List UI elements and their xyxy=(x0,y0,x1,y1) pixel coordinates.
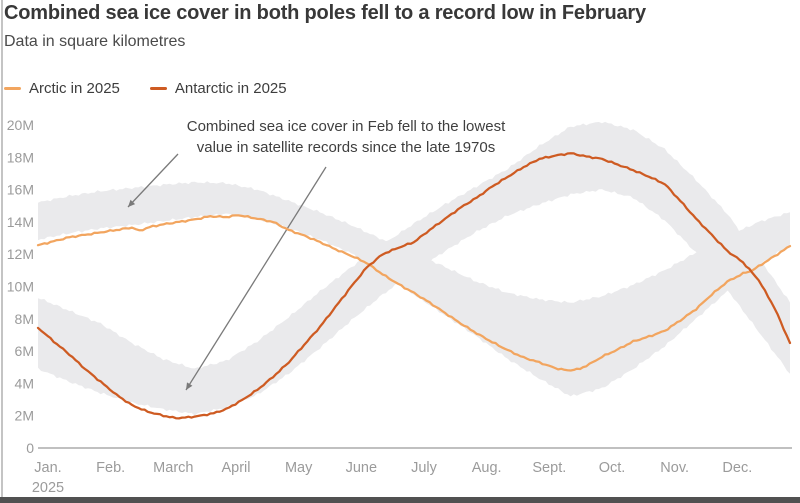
chart-annotation: Combined sea ice cover in Feb fell to th… xyxy=(158,117,534,158)
x-tick-label: Aug. xyxy=(472,460,502,476)
x-tick-label: Dec. xyxy=(722,460,752,476)
arctic-2025-line xyxy=(36,214,792,372)
antarctic-line-swatch xyxy=(149,87,167,90)
x-tick-label: Sept. xyxy=(532,460,566,476)
x-tick-label: May xyxy=(285,460,313,476)
y-tick-label: 6M xyxy=(15,343,34,359)
y-tick-label: 18M xyxy=(7,149,34,165)
y-tick-label: 16M xyxy=(7,182,34,198)
antarctic-historical-range-band xyxy=(38,121,790,416)
antarctic-2025-line xyxy=(36,152,792,420)
annotation-arrow-2 xyxy=(185,166,327,391)
y-tick-label: 10M xyxy=(7,279,34,295)
frame-bottom-bar xyxy=(0,497,800,503)
annotation-line-2: value in satellite records since the lat… xyxy=(196,138,496,156)
chart-subtitle: Data in square kilometres xyxy=(4,33,186,50)
x-tick-label: Feb. xyxy=(96,460,125,476)
x-tick-label: Jan. xyxy=(34,460,61,476)
y-tick-label: 8M xyxy=(15,311,34,327)
chart-legend: Arctic in 2025 Antarctic in 2025 xyxy=(4,80,317,97)
arctic-historical-range-band xyxy=(38,181,790,397)
arctic-line-swatch xyxy=(4,87,21,90)
x-tick-label: July xyxy=(411,460,438,476)
annotation-arrow-1 xyxy=(127,153,179,208)
y-tick-label: 4M xyxy=(15,375,34,391)
x-tick-label: April xyxy=(221,460,250,476)
y-tick-label: 14M xyxy=(7,214,34,230)
legend-item-antarctic: Antarctic in 2025 xyxy=(149,80,287,97)
y-tick-label: 2M xyxy=(15,408,34,424)
annotation-arrowhead-2 xyxy=(186,382,193,390)
y-tick-label: 0 xyxy=(26,440,34,456)
legend-item-arctic: Arctic in 2025 xyxy=(4,80,120,97)
x-tick-label: March xyxy=(153,460,193,476)
y-tick-label: 20M xyxy=(7,117,34,133)
annotation-line-1: Combined sea ice cover in Feb fell to th… xyxy=(186,118,506,135)
y-tick-label: 12M xyxy=(7,246,34,262)
x-tick-label: Nov. xyxy=(660,460,689,476)
x-tick-label: Oct. xyxy=(599,460,626,476)
annotation-arrowhead-1 xyxy=(128,199,136,207)
x-tick-label: June xyxy=(346,460,377,476)
page-title: Combined sea ice cover in both poles fel… xyxy=(4,2,646,24)
legend-label-arctic: Arctic in 2025 xyxy=(29,80,120,97)
legend-label-antarctic: Antarctic in 2025 xyxy=(174,80,287,97)
frame-left-edge xyxy=(1,0,3,497)
x-axis-year-label: 2025 xyxy=(32,480,64,496)
